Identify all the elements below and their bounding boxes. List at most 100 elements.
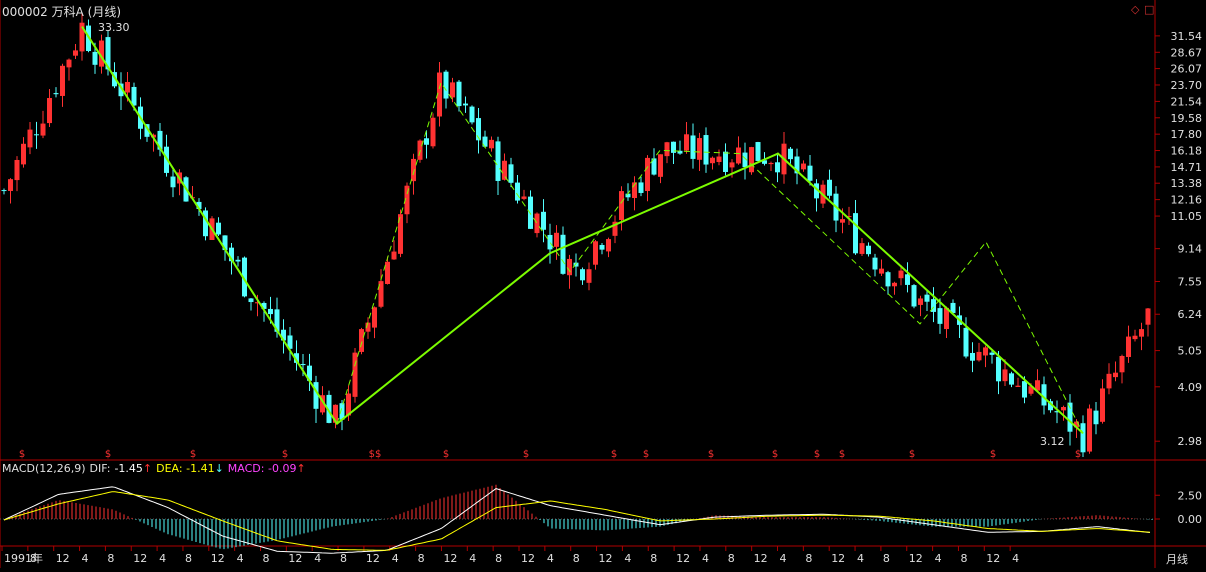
candle-body (801, 163, 806, 170)
candle-body (476, 118, 481, 141)
candle-body (320, 395, 325, 413)
candle-body (1145, 308, 1151, 325)
candle-body (112, 72, 117, 87)
time-tick-label: 8 (185, 552, 192, 565)
candle-body (105, 37, 111, 70)
dividend-marker: $ (772, 449, 778, 460)
candle-body (970, 352, 975, 361)
candle-body (346, 393, 351, 416)
time-tick-label: 12 (133, 552, 147, 565)
time-tick-label: 4 (702, 552, 709, 565)
candle-body (391, 251, 397, 260)
chart-title: 000002 万科A (月线) (2, 5, 122, 19)
diamond-icon[interactable]: ◇ (1131, 3, 1140, 16)
candle-body (307, 365, 312, 381)
candle-body (268, 308, 273, 315)
candle-body (697, 138, 702, 160)
candle-body (1061, 407, 1066, 411)
dividend-marker: $ (523, 449, 529, 460)
price-tick-label: 31.54 (1171, 30, 1203, 43)
candle-body (170, 176, 176, 188)
dea-value: -1.41 (186, 462, 215, 475)
time-tick-label: 8 (960, 552, 967, 565)
candle-body (528, 196, 533, 229)
candle-body (976, 351, 982, 361)
candle-body (131, 86, 137, 106)
time-tick-label: 8 (650, 552, 657, 565)
dividend-marker: $ (814, 449, 820, 460)
candle-body (885, 272, 891, 287)
candle-body (489, 139, 494, 149)
macd-histogram (7, 484, 1153, 550)
candle-body (625, 193, 631, 198)
candle-body (911, 285, 917, 307)
candle-body (560, 234, 566, 274)
candle-body (398, 214, 403, 254)
macd-line-dea (3, 491, 1151, 551)
time-tick-label: 12 (909, 552, 923, 565)
dividend-marker: $ (1075, 449, 1081, 460)
candle-body (677, 150, 683, 154)
candle-body (1067, 402, 1073, 432)
price-tick-label: 4.09 (1178, 381, 1203, 394)
candle-body (502, 160, 507, 180)
candle-body (34, 134, 39, 136)
candle-body (573, 262, 579, 267)
time-tick-label: 12 (676, 552, 690, 565)
candle-body (827, 179, 832, 196)
candle-body (437, 72, 442, 117)
candle-body (333, 404, 338, 423)
time-tick-label: 4 (547, 552, 554, 565)
time-tick-label: 1991年 (4, 551, 43, 565)
dividend-marker: $ (19, 449, 25, 460)
candle-body (1041, 384, 1047, 406)
time-tick-label: 12 (366, 552, 380, 565)
candle-body (1002, 369, 1008, 382)
maximize-icon[interactable]: □ (1144, 3, 1155, 16)
time-tick-label: 4 (780, 552, 787, 565)
candle-body (1087, 408, 1092, 452)
candle-body (482, 136, 488, 147)
candle-body (632, 182, 637, 199)
time-tick-label: 12 (599, 552, 613, 565)
candle-body (1, 190, 7, 192)
high-label: 33.30 (98, 21, 130, 34)
candle-body (1080, 423, 1086, 453)
candle-body (450, 82, 455, 98)
macd-label: MACD: (227, 462, 265, 475)
candle-body (898, 270, 904, 279)
dividend-marker: $$ (369, 449, 382, 460)
candle-body (469, 106, 475, 123)
candle-body (411, 158, 416, 182)
dividend-marker: $ (839, 449, 845, 460)
time-tick-label: 8 (263, 552, 270, 565)
dividend-marker: $ (990, 449, 996, 460)
period-label[interactable]: 月线 (1166, 553, 1188, 566)
candle-body (1093, 410, 1099, 425)
candle-body (593, 241, 598, 265)
candle-body (118, 83, 124, 97)
candle-body (879, 268, 884, 274)
candle-body (586, 269, 592, 283)
price-tick-label: 28.67 (1171, 46, 1203, 59)
time-tick-label: 12 (831, 552, 845, 565)
candle-body (762, 160, 767, 164)
candle-body (372, 307, 377, 328)
candle-body (1028, 386, 1034, 394)
candle-body (638, 182, 644, 193)
candle-body (1100, 388, 1105, 422)
candle-body (814, 183, 819, 199)
candle-body (1015, 385, 1021, 387)
candle-body (287, 335, 293, 349)
candle-body (736, 147, 741, 164)
dividend-marker: $ (708, 449, 714, 460)
candle-body (918, 298, 923, 305)
candle-body (385, 261, 390, 285)
candle-body (248, 298, 254, 303)
candle-body (1132, 335, 1138, 340)
price-tick-label: 13.38 (1171, 177, 1203, 190)
macd-header: MACD(12,26,9) DIF: -1.45↑ DEA: -1.41↓ MACD: … (2, 462, 310, 475)
candle-body (235, 259, 241, 262)
